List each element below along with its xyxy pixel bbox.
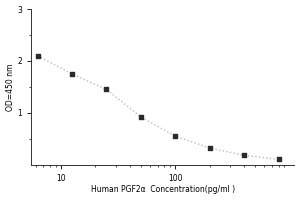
Point (173, 135, 178, 138)
X-axis label: Human PGF2α  Concentration(pg/ml ): Human PGF2α Concentration(pg/ml ) (91, 185, 235, 194)
Point (276, 158, 281, 161)
Point (207, 146, 212, 150)
Point (242, 154, 247, 157)
Y-axis label: OD=450 nm: OD=450 nm (6, 63, 15, 111)
Point (35, 54, 40, 57)
Point (139, 115, 143, 119)
Point (104, 88, 109, 91)
Point (70, 72, 74, 75)
